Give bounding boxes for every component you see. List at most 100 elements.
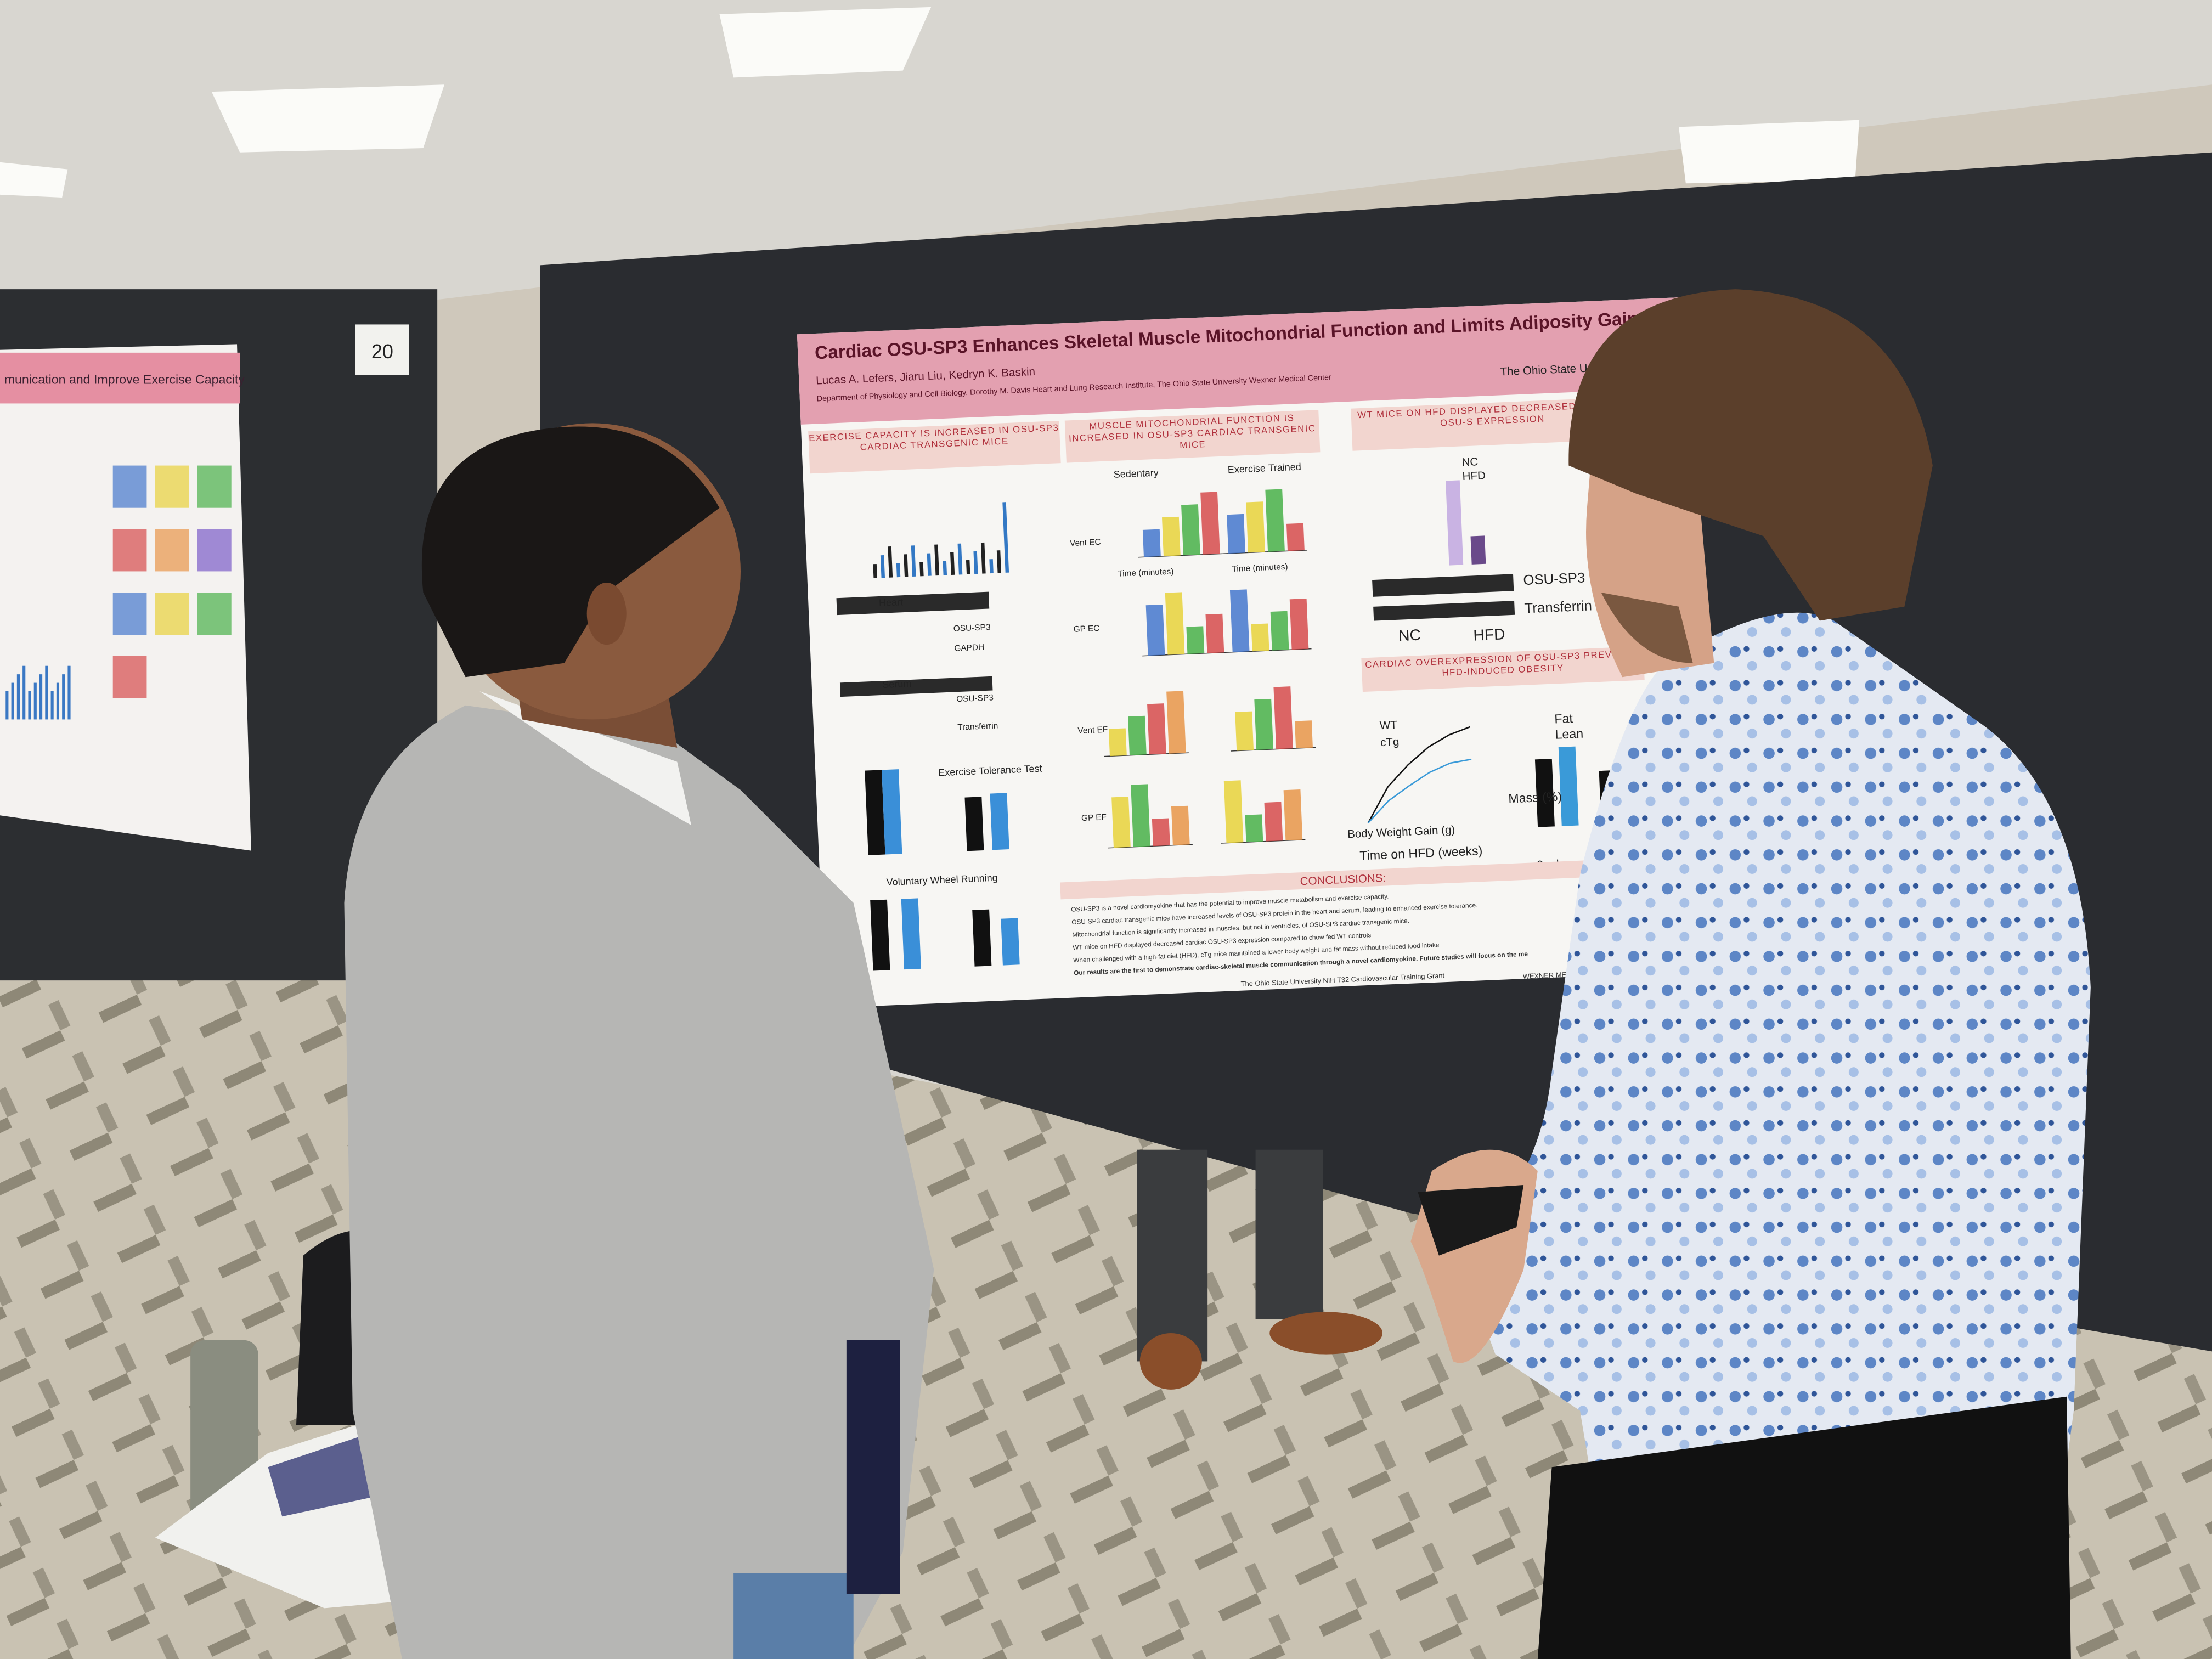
left-poster-figure [50, 691, 54, 720]
shoe [1269, 1312, 1383, 1355]
western-blot [836, 591, 990, 616]
figure-bar [1229, 589, 1250, 652]
poster: Cardiac OSU-SP3 Enhances Skeletal Muscle… [797, 297, 1717, 1008]
figure-bar [880, 555, 885, 578]
poster-header [797, 297, 1692, 425]
figure-label: HFD [1473, 625, 1505, 644]
figure-bar [1108, 728, 1127, 757]
figure-bar [1289, 599, 1309, 650]
ceiling-light [1679, 120, 1860, 184]
figure-bar [943, 561, 947, 575]
figure-bar [972, 909, 992, 967]
board-number: 20 [371, 340, 393, 363]
figure-bar [1265, 489, 1285, 552]
figure-bar [990, 793, 1009, 850]
figure-bar [1186, 626, 1205, 654]
figure-bar [1146, 605, 1165, 656]
figure-bar [996, 550, 1001, 573]
beard [1601, 592, 1693, 663]
left-poster-figure [67, 665, 71, 720]
figure-bar [865, 770, 885, 855]
shoe [1139, 1333, 1202, 1390]
figure-bar [966, 560, 970, 574]
figure-label: GP EF [1081, 812, 1107, 823]
left-poster-figure [155, 465, 189, 508]
figure-bar [1273, 686, 1293, 749]
figure-bar [1111, 797, 1131, 848]
figure-label: Heart [879, 596, 904, 608]
figure-bar [1142, 529, 1161, 557]
figure-bar [911, 545, 916, 577]
jeans [733, 1573, 854, 1659]
figure-bar [901, 898, 921, 970]
left-poster-figure [155, 529, 189, 572]
poster-sheet [797, 297, 1717, 1008]
figure-label: Sedentary [1113, 467, 1159, 479]
figure-label: NC [1398, 626, 1421, 645]
figure-bar [980, 542, 986, 574]
figure-bar [1131, 784, 1150, 847]
left-poster-figure [112, 465, 147, 508]
figure-bar [888, 546, 893, 578]
figure-bar [964, 797, 984, 851]
black-pants [1537, 1396, 2071, 1659]
section-heading-bg [808, 420, 1061, 474]
left-poster-figure [112, 656, 147, 698]
figure-bar [1171, 805, 1190, 845]
left-poster-figure [5, 691, 9, 720]
section-heading-bg [1064, 410, 1321, 463]
figure-bar [1205, 613, 1224, 653]
figure-bar [934, 544, 939, 576]
figure-bar [870, 899, 890, 971]
figure-bar [1147, 703, 1166, 755]
left-poster-title: munication and Improve Exercise Capacity [4, 372, 245, 386]
figure-label: OSU-SP3 [956, 693, 994, 704]
figure-bar [1470, 535, 1486, 565]
figure-bar [882, 769, 902, 855]
figure-bar [973, 551, 978, 574]
figure-bar [1295, 720, 1313, 749]
left-poster-figure [56, 682, 59, 720]
left-poster-figure [28, 691, 31, 720]
shirt-collar [479, 691, 691, 826]
figure-label: Serum [882, 678, 912, 690]
figure-label: OSU-SP3 [1523, 570, 1585, 588]
left-poster-figure [11, 682, 14, 720]
left-poster-figure [40, 674, 43, 720]
figure-bar [873, 564, 877, 578]
board-number-card [356, 324, 409, 375]
ceiling-light [0, 162, 68, 198]
left-poster-figure [45, 665, 48, 720]
background-leg [1255, 1149, 1323, 1319]
left-poster-figure [155, 592, 189, 635]
gray-jacket [344, 705, 934, 1659]
figure-bar [1166, 691, 1186, 754]
background-leg [1137, 1149, 1208, 1362]
figure-bar [989, 559, 994, 574]
left-poster-header [0, 352, 240, 404]
figure-label: GP EC [1073, 624, 1099, 634]
western-blot [839, 676, 993, 697]
figure-label: Vent EC [1070, 538, 1101, 548]
wrist-brace [1418, 1185, 1524, 1256]
figure-bar [1001, 918, 1020, 966]
ceiling-light [719, 7, 932, 78]
figure-label: Transferrin [957, 721, 998, 732]
figure-bar [896, 563, 901, 578]
folder [846, 1340, 900, 1594]
figure-bar [1127, 715, 1147, 755]
western-blot [1372, 574, 1514, 597]
figure-label: cTg [1380, 736, 1400, 749]
left-poster-figure [112, 529, 147, 572]
figure-line [1367, 758, 1472, 823]
ear [586, 583, 627, 645]
ceiling-light [211, 84, 444, 153]
figure-bar [1223, 780, 1244, 843]
figure-bar [1152, 818, 1170, 847]
figure-bar [1286, 523, 1305, 551]
figure-bar [1283, 789, 1303, 841]
figure-bar [1558, 746, 1579, 826]
figure-label: Time (minutes) [1118, 567, 1174, 578]
